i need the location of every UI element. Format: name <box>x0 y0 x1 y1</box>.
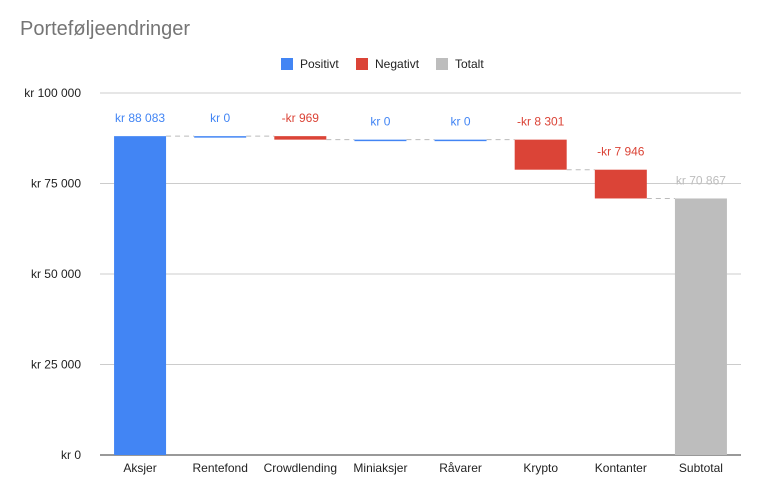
bar-negative <box>594 169 647 199</box>
data-label: kr 88 083 <box>115 111 165 125</box>
bar-positive <box>114 136 167 456</box>
legend-swatch <box>281 58 293 70</box>
y-tick-label: kr 75 000 <box>31 177 81 191</box>
y-tick-label: kr 25 000 <box>31 358 81 372</box>
y-tick-label: kr 0 <box>61 448 81 462</box>
x-category-label: Rentefond <box>192 461 247 475</box>
data-label: kr 0 <box>451 115 471 129</box>
data-label: -kr 969 <box>282 111 320 125</box>
bar-negative <box>274 136 327 140</box>
x-category-label: Krypto <box>523 461 558 475</box>
legend-entry: Negativt <box>375 57 420 71</box>
x-category-label: Subtotal <box>679 461 723 475</box>
x-category-label: Kontanter <box>595 461 647 475</box>
data-label: kr 0 <box>370 115 390 129</box>
x-category-label: Miniaksjer <box>353 461 407 475</box>
bar-positive <box>194 136 247 138</box>
legend-swatch <box>356 58 368 70</box>
data-label: -kr 8 301 <box>517 115 565 129</box>
bar-positive <box>354 139 407 142</box>
legend-swatch <box>436 58 448 70</box>
y-tick-label: kr 100 000 <box>24 86 81 100</box>
legend-entry: Totalt <box>455 57 484 71</box>
bar-positive <box>434 139 487 142</box>
data-label: -kr 7 946 <box>597 145 645 159</box>
y-tick-label: kr 50 000 <box>31 267 81 281</box>
x-category-label: Crowdlending <box>264 461 337 475</box>
bar-total <box>674 198 727 455</box>
x-category-label: Råvarer <box>439 461 482 475</box>
legend-entry: Positivt <box>300 57 339 71</box>
x-category-label: Aksjer <box>123 461 156 475</box>
data-label: kr 70 867 <box>676 173 726 187</box>
bar-negative <box>514 139 567 170</box>
data-label: kr 0 <box>210 111 230 125</box>
chart-title: Porteføljeendringer <box>20 18 191 40</box>
